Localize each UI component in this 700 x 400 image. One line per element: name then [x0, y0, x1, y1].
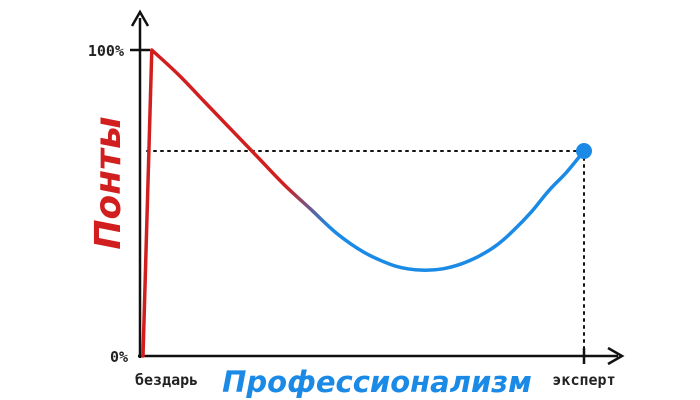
y-tick-label-top: 100% — [88, 42, 124, 60]
y-axis-arrow-icon — [130, 9, 150, 27]
y-axis-title: Понты — [88, 116, 129, 249]
reference-guides — [146, 149, 585, 357]
x-axis-title: Профессионализм — [222, 365, 532, 399]
series-marks — [141, 48, 592, 358]
endpoint-marker — [576, 142, 592, 159]
x-axis-arrow-icon — [607, 346, 625, 366]
x-category-label-end: эксперт — [552, 371, 615, 389]
y-tick-label-bottom: 0% — [110, 348, 128, 366]
axes — [130, 9, 625, 366]
x-category-label-start: бездарь — [135, 371, 198, 389]
series-line — [141, 48, 586, 358]
